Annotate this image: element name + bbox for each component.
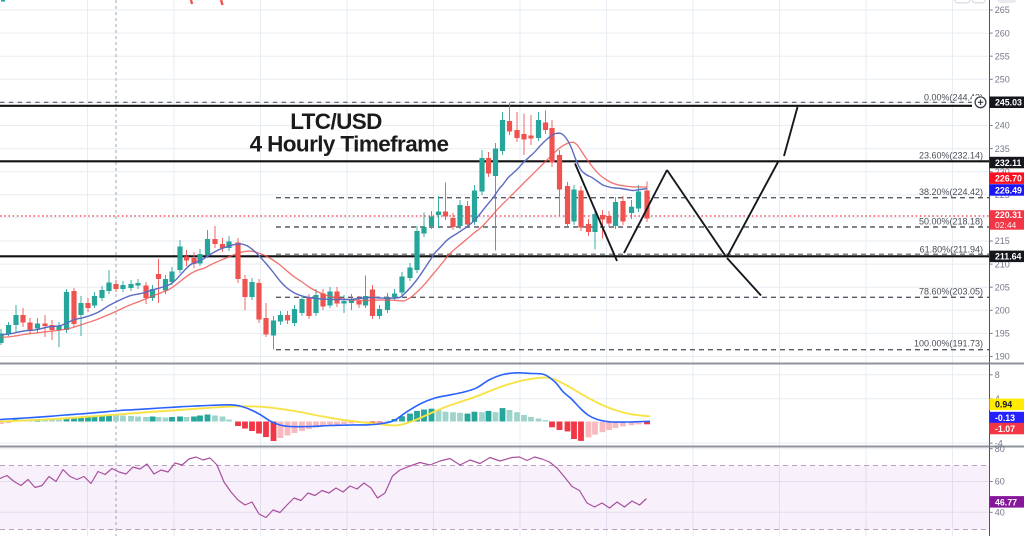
- svg-text:-0.13: -0.13: [995, 413, 1015, 423]
- svg-text:195: 195: [995, 329, 1010, 339]
- svg-text:265: 265: [995, 5, 1010, 15]
- svg-text:78.60%(203.05): 78.60%(203.05): [919, 287, 983, 297]
- svg-text:38.20%(224.42): 38.20%(224.42): [919, 187, 983, 197]
- svg-text:200: 200: [995, 306, 1010, 316]
- svg-text:235: 235: [995, 144, 1010, 154]
- svg-text:220.31: 220.31: [995, 210, 1022, 220]
- svg-text:250: 250: [995, 75, 1010, 85]
- svg-text:8: 8: [995, 370, 1000, 380]
- svg-text:211.64: 211.64: [995, 252, 1022, 262]
- svg-text:226.70: 226.70: [995, 174, 1022, 184]
- svg-text:226.49: 226.49: [995, 185, 1022, 195]
- svg-text:190: 190: [995, 352, 1010, 362]
- svg-text:245.03: 245.03: [995, 98, 1022, 108]
- svg-text:61.80%(211.94): 61.80%(211.94): [920, 245, 983, 255]
- svg-text:02:44: 02:44: [995, 220, 1017, 230]
- svg-text:240: 240: [995, 121, 1010, 131]
- svg-text:260: 260: [995, 28, 1010, 38]
- svg-text:4 Hourly Timeframe: 4 Hourly Timeframe: [250, 132, 449, 157]
- svg-text:100.00%(191.73): 100.00%(191.73): [914, 339, 983, 349]
- svg-text:232.11: 232.11: [995, 158, 1022, 168]
- svg-text:80: 80: [995, 444, 1005, 454]
- svg-text:46.77: 46.77: [995, 497, 1017, 507]
- svg-text:60: 60: [995, 477, 1005, 487]
- svg-text:205: 205: [995, 282, 1010, 292]
- svg-text:-1.07: -1.07: [995, 424, 1015, 434]
- svg-text:255: 255: [995, 51, 1010, 61]
- svg-text:23.60%(232.14): 23.60%(232.14): [919, 151, 983, 161]
- svg-text:LTC/USD: LTC/USD: [290, 109, 382, 134]
- svg-text:50.00%(218.18): 50.00%(218.18): [919, 217, 983, 227]
- svg-text:40: 40: [995, 508, 1005, 518]
- svg-text:215: 215: [995, 236, 1010, 246]
- svg-text:0.94: 0.94: [995, 400, 1012, 410]
